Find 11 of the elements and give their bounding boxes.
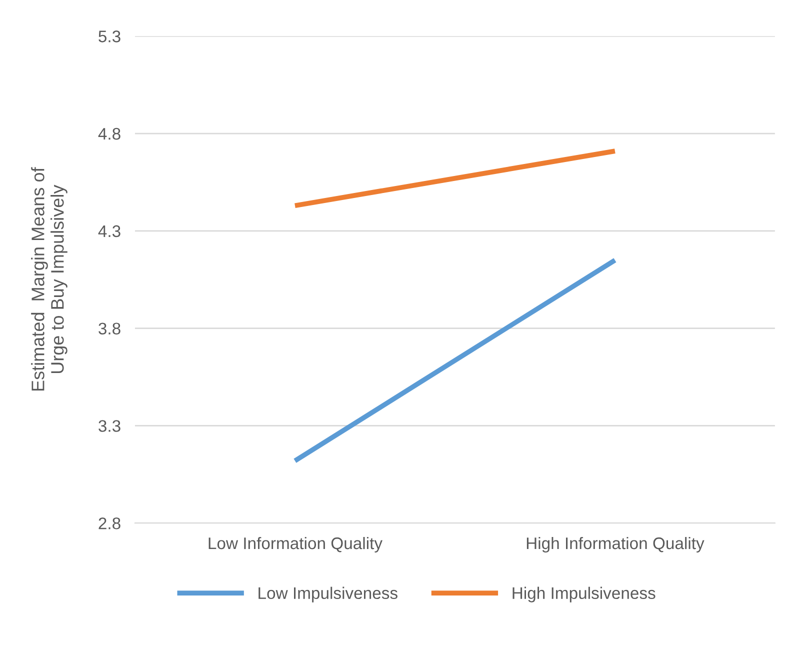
- legend-label: Low Impulsiveness: [258, 586, 398, 602]
- y-tick-label: 4.3: [98, 225, 120, 238]
- y-axis-title: Estimated Margin Means of Urge to Buy Impulsively: [31, 167, 68, 391]
- y-tick-label: 3.8: [98, 322, 120, 335]
- y-tick-label: 4.8: [98, 128, 120, 140]
- y-tick-label: 2.8: [98, 517, 120, 530]
- y-tick-label: 3.3: [98, 420, 120, 432]
- x-tick-label: Low Information Quality: [208, 536, 382, 553]
- y-tick-label: 5.3: [98, 30, 120, 42]
- x-tick-label: High Information Quality: [526, 536, 704, 553]
- legend-label: High Impulsiveness: [512, 586, 656, 602]
